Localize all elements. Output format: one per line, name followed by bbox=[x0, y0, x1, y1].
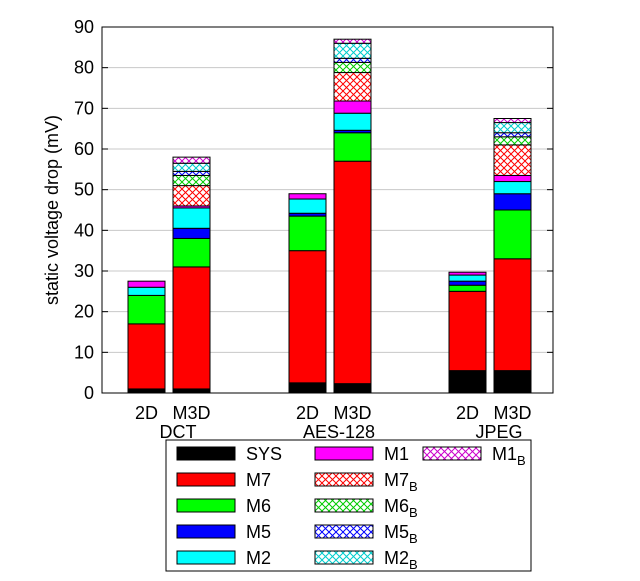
bar-segment-jpeg-m3d-m7 bbox=[493, 258, 532, 372]
legend-swatch-sys bbox=[176, 446, 236, 461]
bar-segment-aes-128-m3d-sys bbox=[333, 383, 372, 394]
bar-label: M3D bbox=[333, 403, 371, 423]
bar-label: 2D bbox=[135, 403, 158, 423]
legend-swatch-m2 bbox=[176, 550, 236, 565]
legend-swatch-m6 bbox=[176, 498, 236, 513]
legend-swatch-m1 bbox=[314, 446, 374, 461]
legend-swatch-m5 bbox=[176, 524, 236, 539]
legend-swatch-m1b bbox=[422, 446, 482, 461]
bar-segment-dct-m3d-m5 bbox=[172, 227, 211, 239]
y-tick-label: 0 bbox=[84, 383, 94, 403]
bar-segment-aes-128-m3d-m2 bbox=[333, 112, 372, 131]
bar-segment-aes-128-m3d-m6b bbox=[333, 61, 372, 74]
group-label-jpeg: JPEG bbox=[475, 422, 522, 442]
bar-label: 2D bbox=[456, 403, 479, 423]
bar-segment-dct-m3d-sys bbox=[172, 388, 211, 394]
legend-swatch-m2b bbox=[314, 550, 374, 565]
bar-segment-jpeg-2d-m7 bbox=[448, 290, 487, 372]
legend-label-sys: SYS bbox=[246, 444, 282, 464]
legend-label-m1: M1 bbox=[384, 444, 409, 464]
bar-segment-dct-m3d-m7b bbox=[172, 185, 211, 207]
y-axis-label: static voltage drop (mV) bbox=[42, 115, 62, 305]
y-tick-label: 50 bbox=[74, 180, 94, 200]
y-tick-label: 90 bbox=[74, 17, 94, 37]
y-tick-label: 80 bbox=[74, 58, 94, 78]
bar-segment-aes-128-m3d-m6 bbox=[333, 132, 372, 162]
bar-segment-jpeg-m3d-m5b bbox=[493, 132, 532, 138]
bar-segment-dct-m3d-m2 bbox=[172, 207, 211, 229]
bar-segment-dct-m3d-m6 bbox=[172, 237, 211, 268]
bar-segment-aes-128-2d-m6 bbox=[288, 215, 327, 252]
bar-segment-aes-128-m3d-m7b bbox=[333, 72, 372, 102]
legend-label-m2: M2 bbox=[246, 548, 271, 568]
bar-segment-aes-128-m3d-m1b bbox=[333, 38, 372, 44]
y-tick-label: 70 bbox=[74, 98, 94, 118]
legend-swatch-m7 bbox=[176, 472, 236, 487]
bars bbox=[127, 38, 532, 394]
y-tick-label: 30 bbox=[74, 261, 94, 281]
bar-label: M3D bbox=[172, 403, 210, 423]
y-tick-label: 40 bbox=[74, 220, 94, 240]
group-label-aes-128: AES-128 bbox=[303, 422, 375, 442]
bar-segment-jpeg-m3d-m1 bbox=[493, 174, 532, 183]
bar-segment-dct-m3d-m7 bbox=[172, 266, 211, 390]
bar-segment-aes-128-m3d-m5b bbox=[333, 57, 372, 63]
bar-segment-dct-m3d-m1b bbox=[172, 156, 211, 164]
bar-segment-dct-2d-m7 bbox=[127, 323, 166, 390]
bar-segment-dct-m3d-m2b bbox=[172, 162, 211, 172]
y-axis: 0 10 20 30 40 50 60 70 80 90 bbox=[74, 17, 553, 403]
legend-swatch-m6b bbox=[314, 498, 374, 513]
bar-segment-jpeg-m3d-m2b bbox=[493, 122, 532, 134]
legend-label-m7: M7 bbox=[246, 470, 271, 490]
bar-segment-jpeg-2d-m6 bbox=[448, 284, 487, 292]
plot-frame bbox=[101, 26, 554, 394]
bar-segment-aes-128-m3d-m1 bbox=[333, 100, 372, 114]
legend-label-m5: M5 bbox=[246, 522, 271, 542]
bar-segment-jpeg-m3d-m1b bbox=[493, 118, 532, 124]
bar-segment-aes-128-m3d-m7 bbox=[333, 160, 372, 385]
bar-segment-dct-2d-sys bbox=[127, 388, 166, 394]
bar-segment-aes-128-2d-m7 bbox=[288, 250, 327, 384]
group-label-dct: DCT bbox=[160, 422, 197, 442]
bar-segment-dct-2d-m1 bbox=[127, 280, 166, 288]
y-tick-label: 20 bbox=[74, 302, 94, 322]
bar-segment-aes-128-2d-m2 bbox=[288, 198, 327, 214]
bar-label: M3D bbox=[493, 403, 531, 423]
bar-segment-dct-m3d-m5b bbox=[172, 170, 211, 176]
bar-segment-jpeg-2d-m2 bbox=[448, 274, 487, 282]
bar-segment-dct-m3d-m6b bbox=[172, 174, 211, 187]
bar-segment-aes-128-2d-m1 bbox=[288, 193, 327, 200]
bar-segment-aes-128-m3d-m2b bbox=[333, 42, 372, 59]
bar-segment-jpeg-m3d-sys bbox=[493, 370, 532, 394]
bar-segment-jpeg-m3d-m6 bbox=[493, 209, 532, 260]
bar-segment-jpeg-m3d-m6b bbox=[493, 136, 532, 146]
legend-swatch-m5b bbox=[314, 524, 374, 539]
bar-segment-jpeg-2d-sys bbox=[448, 370, 487, 394]
bar-segment-dct-2d-m2 bbox=[127, 286, 166, 296]
bar-segment-jpeg-2d-m5 bbox=[448, 280, 487, 286]
bar-segment-jpeg-m3d-m2 bbox=[493, 181, 532, 195]
legend-swatch-m7b bbox=[314, 472, 374, 487]
bar-segment-dct-2d-m6 bbox=[127, 294, 166, 325]
bar-segment-jpeg-2d-m1 bbox=[448, 271, 487, 276]
bar-segment-jpeg-m3d-m7b bbox=[493, 144, 532, 176]
y-tick-label: 10 bbox=[74, 342, 94, 362]
bar-label: 2D bbox=[296, 403, 319, 423]
y-tick-label: 60 bbox=[74, 139, 94, 159]
legend-label-m6: M6 bbox=[246, 496, 271, 516]
bar-segment-aes-128-2d-sys bbox=[288, 382, 327, 394]
bar-segment-jpeg-m3d-m5 bbox=[493, 193, 532, 211]
